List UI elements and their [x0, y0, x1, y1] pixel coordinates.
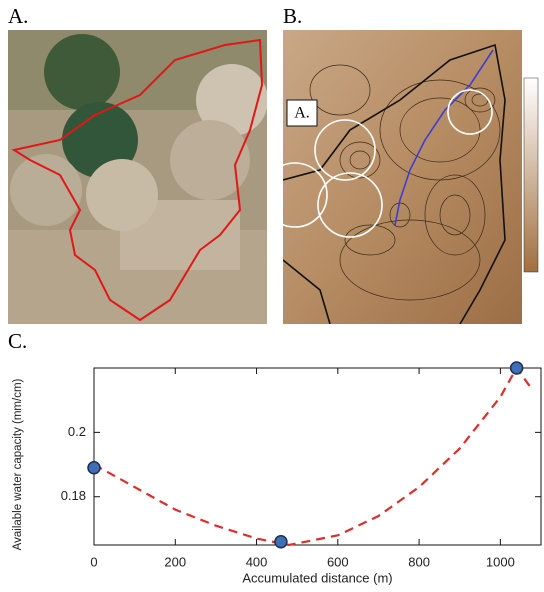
- colorbar: [523, 77, 539, 273]
- satellite-image: [8, 30, 267, 324]
- plot-frame: [93, 367, 542, 546]
- x-tick-label: 600: [327, 554, 349, 569]
- data-point: [274, 535, 288, 549]
- x-axis-label: Accumulated distance (m): [242, 570, 392, 585]
- x-tick-label: 0: [90, 554, 97, 569]
- x-tick-label: 400: [246, 554, 268, 569]
- x-tick-label: 800: [408, 554, 430, 569]
- x-tick-label: 1000: [486, 554, 515, 569]
- panel-label: C.: [8, 329, 27, 353]
- y-axis-label: Available water capacity (mm/cm): [12, 378, 24, 550]
- data-line: [93, 365, 534, 547]
- data-point: [87, 461, 101, 475]
- data-point: [509, 361, 524, 375]
- x-tick-label: 200: [164, 554, 186, 569]
- panel-label: A.: [8, 4, 28, 28]
- y-tick-label: 0.2: [68, 424, 86, 439]
- y-tick-label: 0.18: [61, 488, 86, 503]
- panel-label: B.: [283, 4, 302, 28]
- map-marker: A.: [294, 105, 310, 122]
- contour-map: A.: [283, 30, 522, 324]
